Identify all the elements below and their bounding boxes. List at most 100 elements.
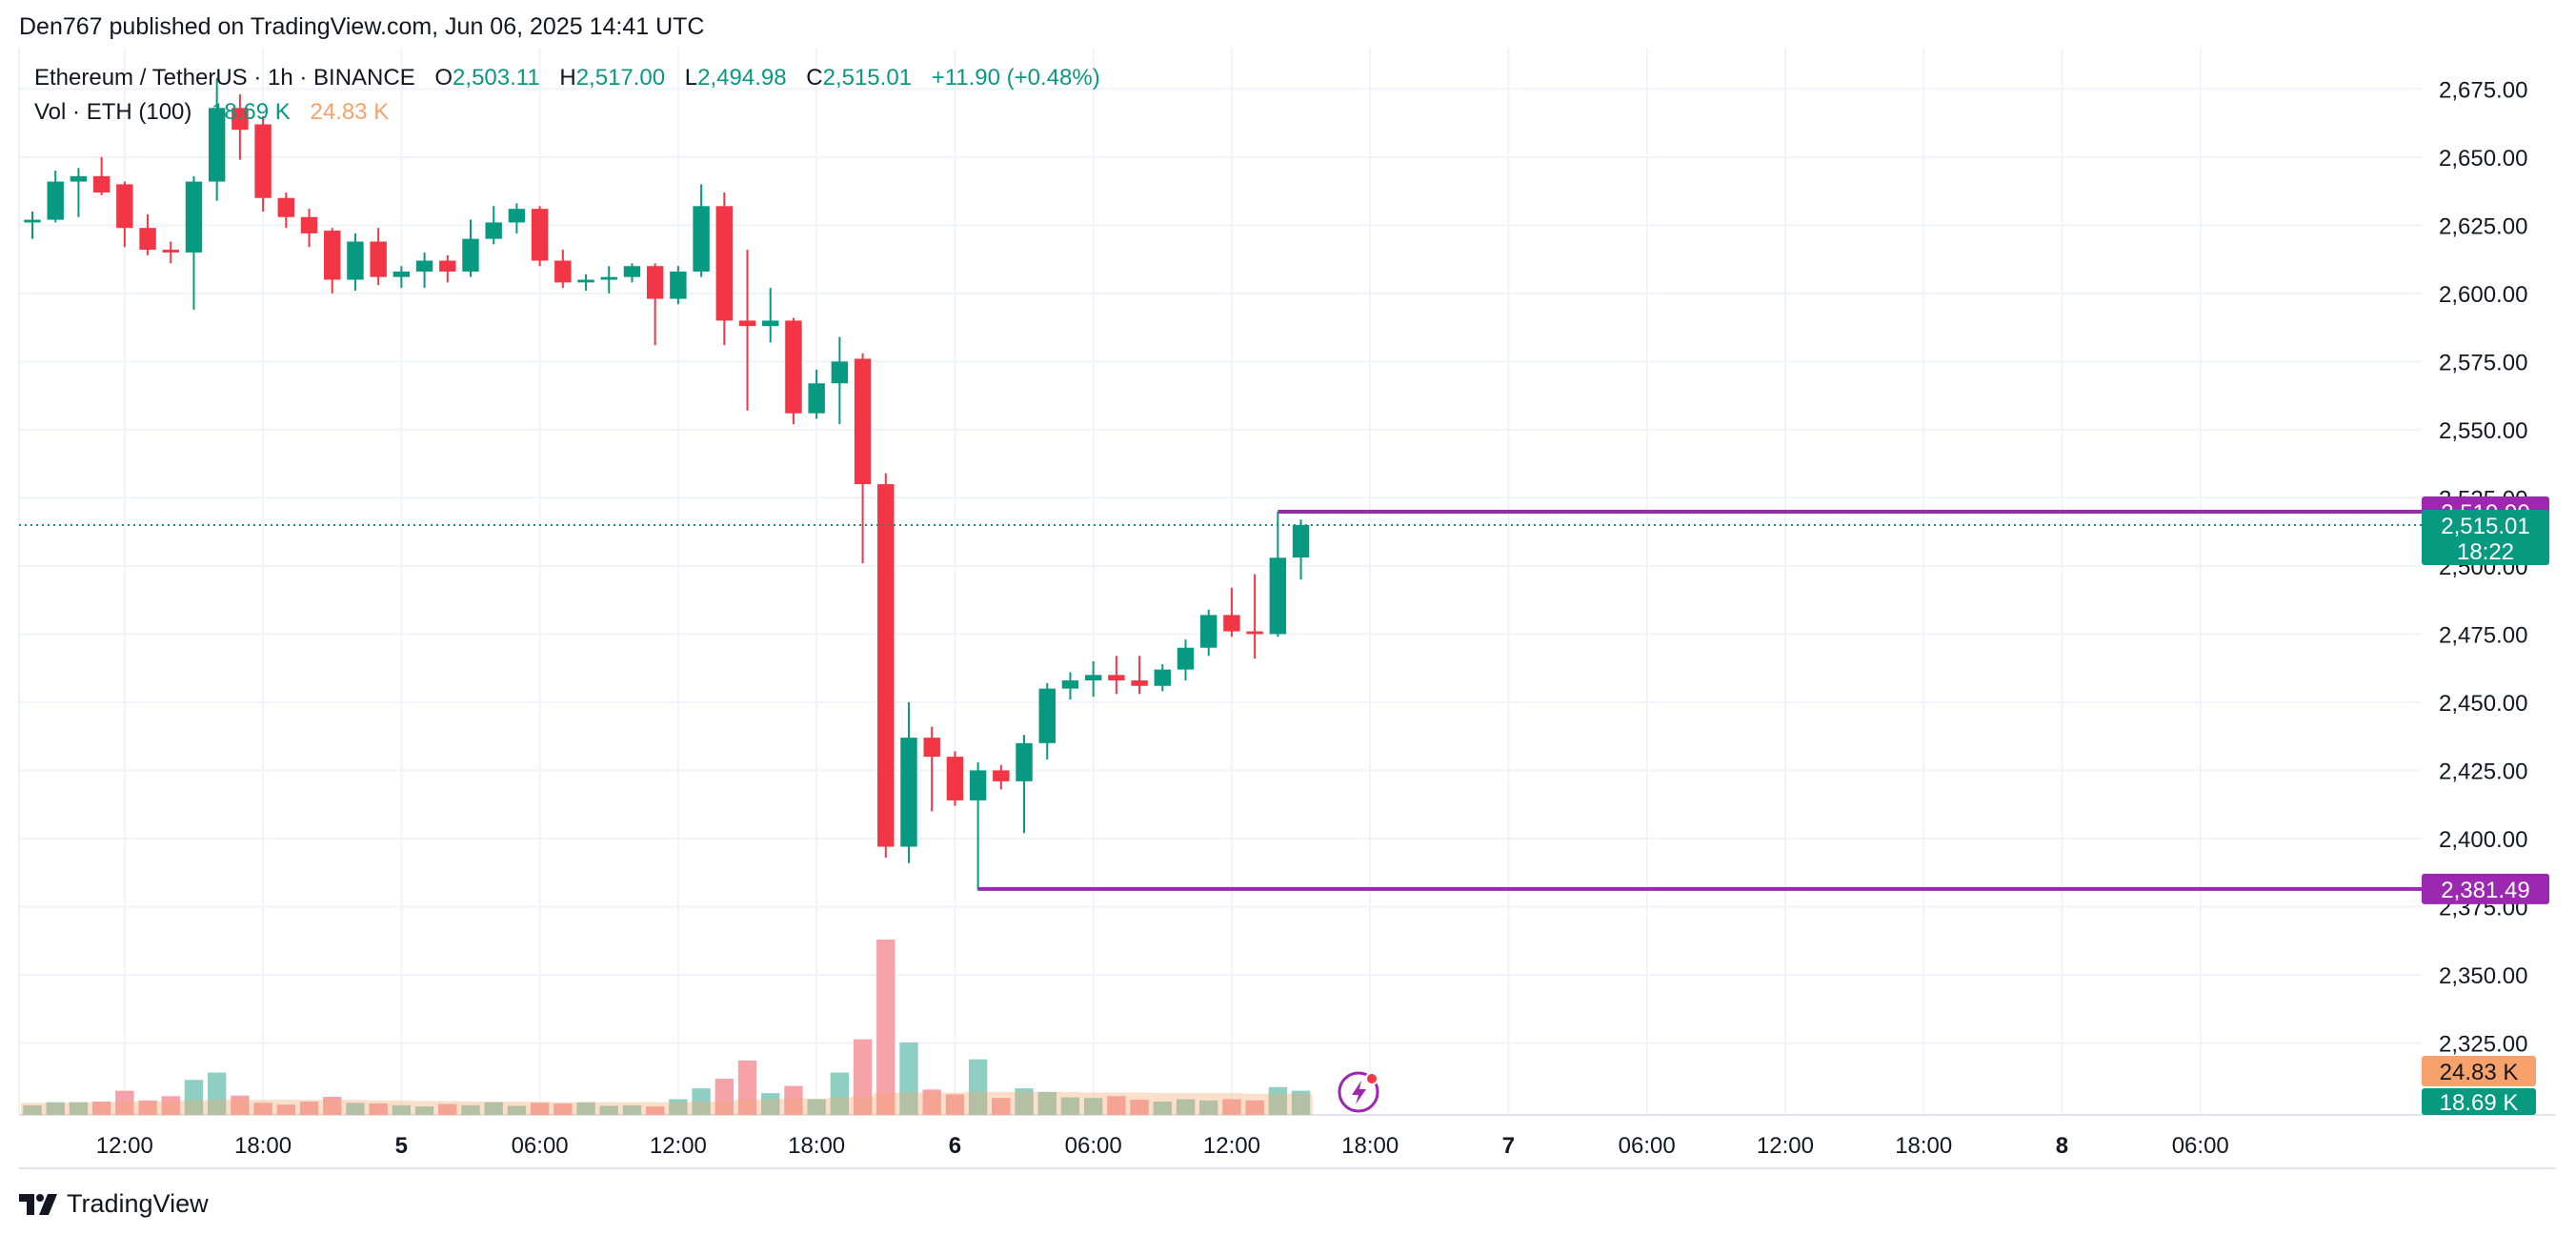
volume-bar [253,1103,272,1115]
publisher-line: Den767 published on TradingView.com, Jun… [19,13,705,40]
candle-body [508,209,526,223]
candle-body [392,271,411,277]
volume-bar [853,1039,873,1115]
volume-indicator-title[interactable]: Vol · ETH (100) [34,99,192,125]
candle-body [900,738,917,847]
price-tick-label: 2,550.00 [2439,418,2527,444]
volume-bar [414,1106,434,1115]
volume-bar [599,1105,618,1115]
candle-body [485,222,502,239]
candle-body [47,181,64,220]
volume-bar [69,1102,89,1115]
candle-body [1292,524,1310,557]
candle-body [923,738,940,758]
volume-ma-badge-label: 24.83 K [2440,1060,2519,1085]
candle-body [415,260,433,272]
price-tick-label: 2,425.00 [2439,759,2527,784]
price-tick-label: 2,325.00 [2439,1031,2527,1057]
volume-legend: Vol · ETH (100) 18.69 K 24.83 K [34,99,389,126]
volume-bar [968,1059,988,1115]
volume-bar [1060,1097,1080,1115]
candle-body [554,260,572,283]
time-tick-label: 6 [949,1133,961,1159]
time-tick-label: 06:00 [2172,1133,2229,1159]
price-axis: 2,325.002,350.002,375.002,400.002,425.00… [2439,77,2527,1057]
high-label: H [559,65,576,91]
level-price-label: 2,381.49 [2441,878,2529,903]
footer-brand[interactable]: TradingView [19,1189,209,1219]
time-tick-label: 18:00 [234,1133,292,1159]
volume-bar [830,1072,850,1115]
volume-bar [761,1093,780,1115]
candle-body [231,108,249,131]
candle-body [854,358,872,485]
time-tick-label: 7 [1502,1133,1515,1159]
volume-ma-badge [2422,1056,2536,1086]
volume-bar [669,1099,688,1115]
volume-bar [1015,1088,1034,1115]
symbol-title[interactable]: Ethereum / TetherUS · 1h · BINANCE [34,65,415,91]
price-tick-label: 2,350.00 [2439,963,2527,989]
volume-bar [507,1105,527,1115]
close-label: C [806,65,823,91]
level-price-badge [2422,873,2549,904]
grid [18,48,2556,1169]
candle-body [877,484,895,847]
volume-bar [899,1042,918,1115]
candle-body [670,271,687,299]
volume-bar [138,1100,157,1115]
last-price-label: 2,515.01 [2441,514,2529,539]
volume-bar [922,1089,941,1115]
volume-bar [276,1104,295,1115]
time-tick-label: 8 [2056,1133,2068,1159]
volume-bar [438,1103,457,1115]
footer-brand-label: TradingView [67,1189,209,1218]
volume-badge-label: 18.69 K [2440,1090,2519,1116]
volume-bar [1176,1099,1196,1115]
volume-bar [392,1104,412,1115]
time-tick-label: 12:00 [96,1133,153,1159]
time-tick-label: 18:00 [788,1133,845,1159]
candle-body [785,320,802,414]
volume-bar [692,1088,711,1115]
volume-bar [369,1103,388,1115]
candle-body [300,216,318,233]
lightning-icon[interactable] [1338,1071,1379,1113]
time-tick-label: 18:00 [1895,1133,1952,1159]
volume-bar [576,1102,595,1115]
candle-body [1108,675,1125,681]
time-tick-label: 06:00 [1065,1133,1122,1159]
price-tick-label: 2,600.00 [2439,282,2527,308]
volume-bar [876,939,896,1115]
volume-bar [1083,1098,1103,1115]
volume-bar [231,1095,250,1115]
volume-bar [23,1104,42,1115]
open-value: 2,503.11 [453,65,540,91]
volume-bar [1130,1100,1149,1115]
candle-body [577,279,594,283]
candle-body [1131,680,1148,686]
candle-body [1016,742,1033,781]
volume-bar [807,1099,826,1115]
candle-body [715,206,734,321]
volume-bar [484,1102,503,1115]
price-tick-label: 2,650.00 [2439,146,2527,172]
volume-bar [299,1102,319,1115]
bar-countdown-label: 18:22 [2457,539,2514,565]
candle-body [946,757,964,800]
candle-body [646,266,664,299]
candle-body [808,383,825,414]
candle-body [24,219,41,223]
volume-bar [91,1102,111,1115]
volume-bar [1199,1100,1218,1115]
candle-body [993,770,1010,781]
volume-bars [23,939,1311,1115]
tradingview-logo-icon [19,1193,57,1215]
candles [24,77,1310,891]
volume-bar [1037,1091,1057,1115]
time-tick-label: 5 [395,1133,408,1159]
price-tick-label: 2,575.00 [2439,350,2527,375]
volume-bar [46,1102,65,1115]
